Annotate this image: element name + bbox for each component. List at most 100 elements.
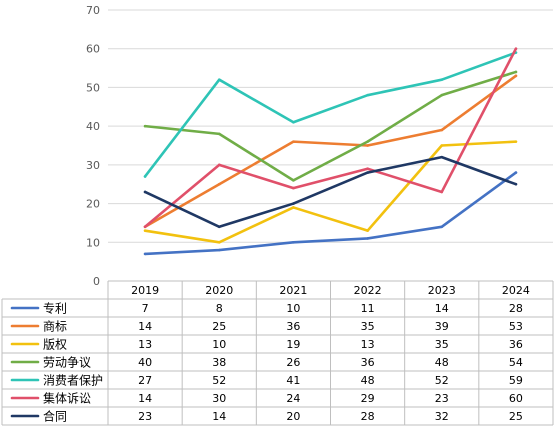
table-value: 10: [286, 302, 300, 315]
y-axis-ticks: 0 10 20 30 40 50 60 70: [86, 4, 100, 288]
data-point: [366, 144, 369, 147]
x-tick-label: 2021: [279, 284, 307, 297]
y-tick-label: 50: [86, 81, 100, 94]
data-point: [143, 124, 147, 128]
data-point: [292, 179, 295, 182]
table-value: 26: [286, 356, 300, 369]
data-point: [366, 140, 369, 143]
table-value: 25: [509, 410, 523, 423]
data-point: [440, 225, 444, 229]
data-point: [514, 140, 518, 143]
series-line-4: [143, 70, 518, 182]
table-value: 23: [138, 410, 152, 423]
table-value: 41: [286, 374, 300, 387]
series-line-7: [143, 155, 518, 229]
data-point: [514, 70, 518, 74]
data-point: [143, 225, 147, 229]
data-point: [366, 237, 369, 240]
table-value: 60: [509, 392, 523, 405]
table-value: 11: [361, 302, 375, 315]
data-point: [292, 140, 295, 143]
legend-label: 集体诉讼: [43, 391, 91, 406]
series-line-6: [143, 47, 518, 229]
table-value: 24: [286, 392, 300, 405]
data-point: [292, 206, 295, 209]
data-point: [514, 182, 518, 186]
data-point: [217, 248, 221, 252]
data-point: [514, 171, 518, 174]
y-tick-label: 40: [86, 120, 100, 133]
table-value: 25: [212, 320, 226, 333]
table-value: 40: [138, 356, 152, 369]
legend-label: 商标: [43, 319, 67, 334]
data-point: [440, 93, 444, 97]
table-value: 59: [509, 374, 523, 387]
data-point: [143, 229, 147, 232]
x-tick-label: 2023: [428, 284, 456, 297]
table-value: 23: [435, 392, 449, 405]
series-line-5: [143, 51, 518, 178]
table-value: 14: [435, 302, 449, 315]
series-line-1: [143, 171, 518, 256]
table-value: 35: [361, 320, 375, 333]
data-point: [292, 240, 295, 244]
data-point: [366, 229, 369, 232]
table-value: 20: [286, 410, 300, 423]
x-tick-label: 2020: [205, 284, 233, 297]
legend-label: 消费者保护: [43, 374, 103, 388]
table-value: 8: [216, 302, 223, 315]
table-value: 14: [212, 410, 226, 423]
x-tick-label: 2022: [354, 284, 382, 297]
legend-label: 版权: [43, 338, 67, 352]
data-point: [514, 47, 518, 51]
y-tick-label: 10: [86, 236, 100, 249]
table-value: 36: [509, 338, 523, 351]
data-point: [366, 167, 369, 171]
data-point: [143, 190, 147, 194]
data-point: [292, 202, 295, 205]
data-point: [440, 190, 444, 194]
data-point: [292, 120, 295, 124]
data-point: [366, 171, 369, 174]
table-value: 29: [361, 392, 375, 405]
table-value: 28: [509, 302, 523, 315]
data-point: [366, 93, 369, 97]
data-point: [440, 155, 444, 159]
y-tick-label: 60: [86, 43, 100, 56]
data-point: [143, 252, 147, 256]
legend-label: 劳动争议: [43, 356, 91, 370]
table-value: 10: [212, 338, 226, 351]
table-value: 48: [435, 356, 449, 369]
data-point: [217, 240, 221, 244]
data-point: [217, 182, 221, 186]
data-point: [292, 186, 295, 190]
table-value: 36: [286, 320, 300, 333]
table-value: 54: [509, 356, 523, 369]
y-tick-label: 30: [86, 159, 100, 172]
table-value: 48: [361, 374, 375, 387]
table-value: 38: [212, 356, 226, 369]
table-value: 39: [435, 320, 449, 333]
table-value: 52: [212, 374, 226, 387]
data-point: [217, 225, 221, 229]
table-value: 32: [435, 410, 449, 423]
legend-label: 合同: [43, 409, 67, 424]
table-value: 53: [509, 320, 523, 333]
series-line-2: [143, 74, 518, 229]
table-value: 14: [138, 320, 152, 333]
data-point: [217, 163, 221, 167]
data-point: [217, 132, 221, 136]
table-value: 52: [435, 374, 449, 387]
table-value: 13: [138, 338, 152, 351]
y-tick-label: 20: [86, 198, 100, 211]
table-value: 13: [361, 338, 375, 351]
table-value: 14: [138, 392, 152, 405]
data-point: [143, 175, 147, 178]
series-line-3: [143, 140, 518, 244]
table-value: 28: [361, 410, 375, 423]
x-tick-label: 2019: [131, 284, 159, 297]
table-value: 35: [435, 338, 449, 351]
x-tick-label: 2024: [502, 284, 530, 297]
data-point: [440, 128, 444, 132]
